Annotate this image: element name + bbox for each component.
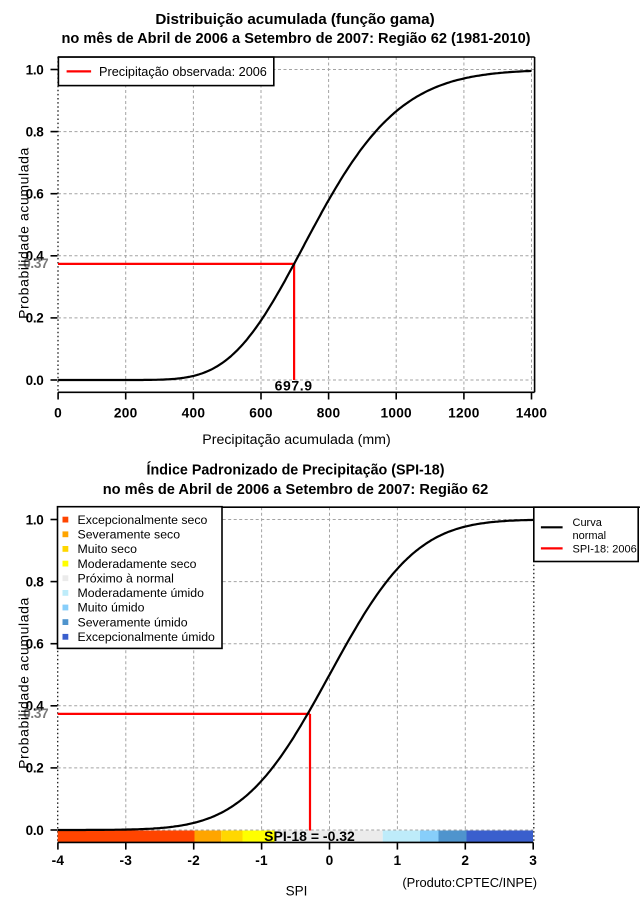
svg-text:Precipitação acumulada (mm): Precipitação acumulada (mm) (202, 432, 390, 448)
svg-text:400: 400 (182, 406, 206, 421)
svg-text:0.8: 0.8 (26, 574, 45, 589)
svg-text:0.2: 0.2 (26, 761, 44, 776)
svg-text:no mês de Abril de 2006 a Sete: no mês de Abril de 2006 a Setembro de 20… (61, 31, 530, 47)
svg-text:697.9: 697.9 (275, 378, 313, 394)
svg-text:0: 0 (54, 406, 62, 421)
svg-text:0.8: 0.8 (26, 124, 45, 139)
svg-text:-4: -4 (52, 853, 65, 868)
svg-text:600: 600 (249, 406, 273, 421)
svg-text:0.37: 0.37 (23, 706, 48, 721)
svg-text:1.0: 1.0 (26, 512, 44, 527)
svg-text:SPI: SPI (286, 883, 308, 898)
svg-text:Índice Padronizado de Precipit: Índice Padronizado de Precipitação (SPI-… (147, 462, 445, 479)
svg-text:Moderadamente úmido: Moderadamente úmido (78, 586, 205, 600)
svg-text:1200: 1200 (448, 406, 480, 421)
svg-text:2: 2 (461, 853, 469, 868)
svg-text:Próximo à normal: Próximo à normal (78, 571, 174, 585)
svg-text:0.2: 0.2 (26, 311, 44, 326)
svg-text:1400: 1400 (516, 406, 548, 421)
svg-text:normal: normal (573, 530, 607, 542)
svg-text:1.0: 1.0 (26, 62, 44, 77)
svg-text:0.0: 0.0 (26, 373, 44, 388)
svg-text:Severamente úmido: Severamente úmido (78, 615, 188, 629)
svg-text:-2: -2 (187, 853, 200, 868)
svg-text:200: 200 (114, 406, 138, 421)
svg-text:Precipitação observada: 2006: Precipitação observada: 2006 (99, 65, 267, 79)
svg-text:0.0: 0.0 (26, 823, 44, 838)
svg-text:Curva: Curva (573, 517, 603, 529)
svg-text:800: 800 (317, 406, 341, 421)
svg-text:no mês de Abril de 2006 a Sete: no mês de Abril de 2006 a Setembro de 20… (103, 482, 489, 498)
svg-text:Distribuição acumulada (função: Distribuição acumulada (função gama) (155, 11, 434, 28)
svg-text:Muito seco: Muito seco (78, 542, 138, 556)
svg-text:1: 1 (393, 853, 401, 868)
svg-text:0: 0 (326, 853, 334, 868)
svg-text:3: 3 (529, 853, 537, 868)
svg-text:0.37: 0.37 (23, 256, 48, 271)
svg-text:0.6: 0.6 (26, 187, 45, 202)
svg-text:Moderadamente seco: Moderadamente seco (78, 557, 197, 571)
svg-text:-3: -3 (119, 853, 132, 868)
svg-text:Excepcionalmente seco: Excepcionalmente seco (78, 513, 208, 527)
svg-text:0.4: 0.4 (26, 699, 45, 714)
svg-text:0.4: 0.4 (26, 249, 45, 264)
svg-text:SPI-18 = -0.32: SPI-18 = -0.32 (264, 828, 355, 844)
svg-text:Probabilidade acumulada: Probabilidade acumulada (16, 597, 32, 769)
svg-text:SPI-18: 2006: SPI-18: 2006 (573, 543, 637, 555)
svg-text:Severamente seco: Severamente seco (78, 527, 181, 541)
svg-text:Excepcionalmente úmido: Excepcionalmente úmido (78, 630, 216, 644)
svg-text:0.6: 0.6 (26, 637, 45, 652)
svg-text:Probabilidade acumulada: Probabilidade acumulada (16, 147, 32, 319)
svg-text:Muito úmido: Muito úmido (78, 601, 145, 615)
svg-text:(Produto:CPTEC/INPE): (Produto:CPTEC/INPE) (402, 875, 537, 890)
svg-text:-1: -1 (255, 853, 268, 868)
svg-text:1000: 1000 (380, 406, 412, 421)
